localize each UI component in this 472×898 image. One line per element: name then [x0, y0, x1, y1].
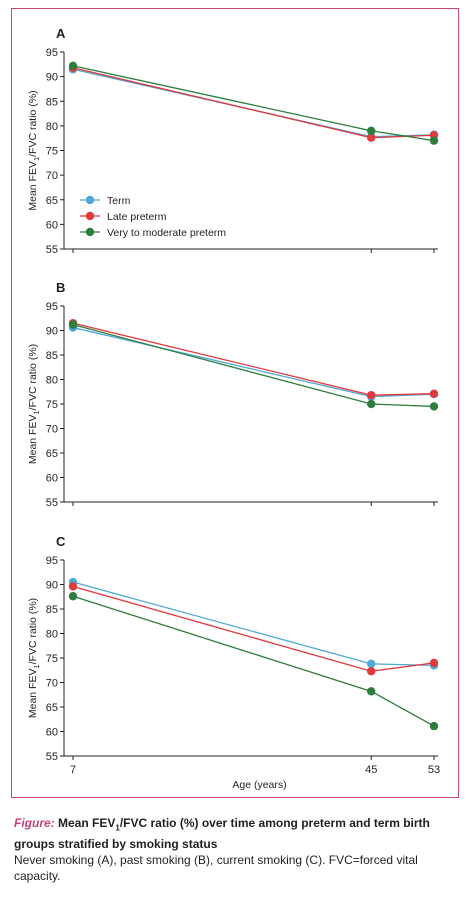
caption-body: Never smoking (A), past smoking (B), cur…: [14, 853, 418, 884]
y-tick-label: 55: [46, 751, 58, 763]
panel-letter: B: [56, 280, 65, 295]
series-line-term: [72, 326, 435, 398]
y-tick-label: 60: [46, 219, 58, 231]
y-tick-label: 80: [46, 121, 58, 133]
chart-panel-c: C 55 60 65 70 75 80 85 90 95 7 45 53 Age (years) Mean …: [27, 534, 440, 791]
y-axis-title: Mean FEV1/FVC ratio (%): [27, 598, 41, 718]
y-tick-label: 80: [46, 375, 58, 387]
data-point-very-to-moderate-preterm: [429, 721, 439, 731]
panel-letter: C: [56, 534, 66, 549]
series-line-late-preterm: [72, 585, 435, 672]
data-point-very-to-moderate-preterm: [68, 61, 78, 70]
data-point-very-to-moderate-preterm: [429, 136, 439, 145]
y-tick-label: 75: [46, 399, 58, 411]
chart-panel-b: B 55 60 65 70 75 80 85 90 95 Mean FEV1/FVC ratio (…: [27, 280, 439, 509]
legend-marker-term: [85, 195, 95, 205]
y-axis-title-sub: 1: [32, 410, 41, 414]
data-point-late-preterm: [68, 582, 78, 591]
y-tick-label: 90: [46, 580, 58, 592]
figure-frame: [11, 8, 459, 798]
data-point-late-preterm: [429, 658, 439, 668]
y-tick-label: 85: [46, 350, 58, 362]
y-axis-title: Mean FEV1/FVC ratio (%): [27, 90, 41, 210]
legend-label-term: Term: [107, 195, 131, 207]
legend-marker-late-preterm: [85, 211, 95, 221]
data-point-very-to-moderate-preterm: [68, 320, 78, 329]
panel-letter: A: [56, 26, 66, 41]
y-tick-label: 55: [46, 244, 58, 256]
data-point-very-to-moderate-preterm: [429, 402, 439, 411]
y-tick-label: 95: [46, 47, 58, 59]
caption-label: Figure:: [14, 816, 55, 830]
data-point-late-preterm: [367, 133, 376, 142]
y-axis-title-pre: Mean FEV: [27, 669, 39, 719]
data-point-late-preterm: [367, 390, 376, 400]
caption-title: Figure: Mean FEV1/FVC ratio (%) over tim…: [14, 816, 430, 851]
y-axis-title-sub: 1: [32, 664, 41, 668]
series-line-very-to-moderate-preterm: [72, 65, 435, 142]
y-axis-title-post: /FVC ratio (%): [27, 598, 39, 665]
y-tick-label: 95: [46, 555, 58, 567]
x-axis-title: Age (years): [232, 779, 286, 791]
x-tick-label: 53: [428, 764, 440, 776]
caption-title-pre: Mean FEV: [58, 816, 116, 830]
y-tick-label: 90: [46, 72, 58, 84]
legend: Term Late preterm Very to moderate preterm: [80, 195, 226, 239]
y-tick-label: 65: [46, 448, 58, 460]
y-tick-label: 95: [46, 301, 58, 313]
legend-marker-very-to-moderate-preterm: [85, 227, 95, 237]
y-axis-title-post: /FVC ratio (%): [27, 344, 39, 411]
y-tick-label: 85: [46, 604, 58, 616]
caption-title-post: /FVC ratio (%) over time among preterm a…: [14, 816, 430, 852]
y-tick-label: 70: [46, 424, 58, 436]
x-tick-label: 7: [70, 764, 76, 776]
series-line-term: [72, 68, 435, 138]
caption-title-sub: 1: [115, 823, 120, 833]
series-line-very-to-moderate-preterm: [72, 595, 435, 727]
legend-label-late-preterm: Late preterm: [107, 211, 167, 223]
data-point-very-to-moderate-preterm: [367, 126, 376, 135]
x-tick-label: 45: [365, 764, 377, 776]
y-tick-label: 70: [46, 678, 58, 690]
series-line-late-preterm: [72, 322, 435, 396]
y-tick-label: 55: [46, 497, 58, 509]
y-tick-label: 75: [46, 653, 58, 665]
data-point-very-to-moderate-preterm: [367, 399, 376, 409]
y-tick-label: 60: [46, 727, 58, 739]
y-tick-label: 85: [46, 96, 58, 108]
y-tick-label: 90: [46, 326, 58, 338]
y-tick-label: 75: [46, 146, 58, 158]
y-axis-title-post: /FVC ratio (%): [27, 90, 39, 157]
data-point-very-to-moderate-preterm: [68, 592, 78, 601]
data-point-very-to-moderate-preterm: [367, 687, 376, 696]
y-tick-label: 65: [46, 702, 58, 714]
y-axis-title: Mean FEV1/FVC ratio (%): [27, 344, 41, 464]
y-tick-label: 80: [46, 629, 58, 641]
y-axis-title-pre: Mean FEV: [27, 161, 39, 211]
series-line-term: [72, 581, 435, 666]
figure-caption: Figure: Mean FEV1/FVC ratio (%) over tim…: [14, 815, 462, 884]
y-tick-label: 70: [46, 170, 58, 182]
y-axis-title-pre: Mean FEV: [27, 415, 39, 465]
data-point-late-preterm: [367, 667, 376, 676]
data-point-late-preterm: [429, 389, 439, 398]
y-axis-title-sub: 1: [32, 157, 41, 161]
y-tick-label: 65: [46, 195, 58, 207]
y-tick-label: 60: [46, 473, 58, 485]
legend-label-very-to-moderate-preterm: Very to moderate preterm: [107, 227, 226, 239]
chart-panel-a: A 55 60 65 70 75 80 85 90 95 Mean FEV1/FVC ratio (…: [27, 26, 439, 256]
data-point-term: [367, 659, 376, 669]
